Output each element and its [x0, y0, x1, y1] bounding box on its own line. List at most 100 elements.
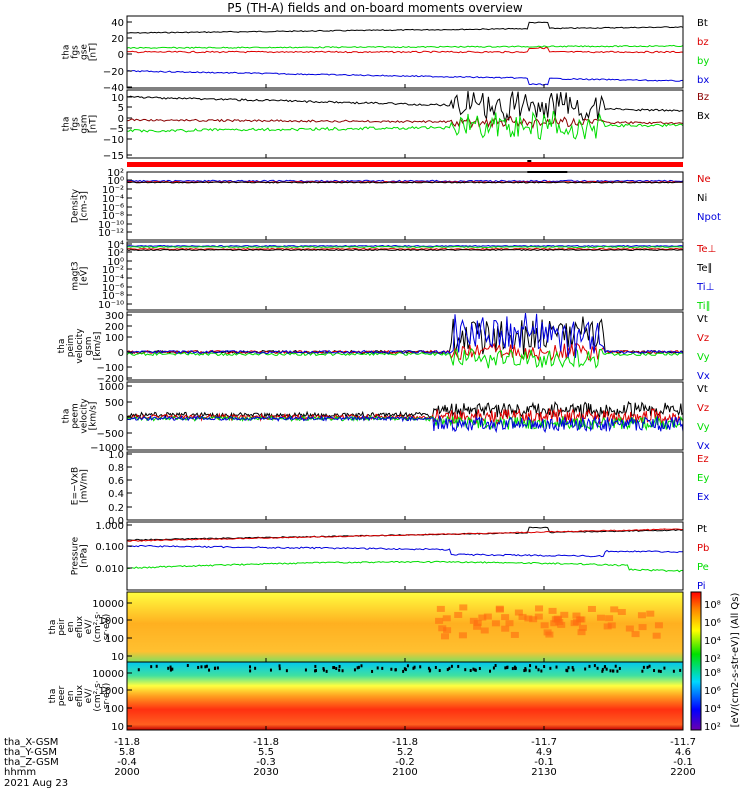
ytick-label-peir: 10000 [92, 599, 124, 610]
spec-noise [249, 669, 252, 673]
ylabel-peim: gsm [84, 336, 94, 355]
trace-e-vx [126, 414, 684, 434]
ytick-label-density: 10⁻⁴ [102, 194, 124, 205]
ytick-label-peir: 100 [105, 634, 124, 645]
ytick-label-fgs_gse: −40 [103, 83, 124, 94]
spec-noise [200, 665, 203, 669]
ion-spec-patch [501, 625, 510, 632]
date-label: 2021 Aug 23 [4, 778, 68, 789]
trace-ti-par [126, 245, 684, 249]
orbit-value: -11.8 [253, 737, 279, 748]
trace-pb [126, 528, 683, 542]
spec-noise [605, 667, 608, 671]
spec-noise [341, 669, 344, 673]
ion-spec-patch [483, 613, 492, 620]
ytick-label-peir: 10 [111, 652, 124, 663]
colorbar-label: [eV/(cm2-s-str-eV)] (All Qs) [730, 592, 741, 727]
legend-density-1: Ni [697, 193, 707, 204]
spec-noise [642, 665, 645, 669]
ylabel-fgs_gse: tha [62, 45, 72, 60]
ion-spec-patch [534, 613, 543, 620]
ytick-label-peim: −100 [97, 363, 124, 374]
ion-spec-patch [514, 609, 523, 616]
spec-noise [434, 665, 437, 669]
ylabel-peem: tha [62, 409, 72, 424]
ylabel-peem: velocity [80, 398, 90, 434]
ytick-label-efield: 0.6 [108, 476, 124, 487]
spec-noise [588, 664, 591, 668]
ytick-label-fgs_gsm: −10 [103, 135, 124, 146]
spec-noise [446, 668, 449, 672]
spec-noise [448, 666, 451, 670]
ytick-label-efield: 0.4 [108, 489, 124, 500]
spec-noise [381, 666, 384, 670]
trace-te-par [126, 248, 684, 252]
spec-noise [197, 665, 200, 669]
ion-spec-patch [458, 632, 467, 639]
ytick-label-density: 10⁻¹² [98, 228, 124, 239]
ylabel-temp: [eV] [80, 267, 90, 286]
spec-noise [419, 665, 422, 669]
spec-noise [659, 669, 662, 673]
spec-noise [506, 666, 509, 670]
ylabel-peir: (cm²·s· [93, 611, 103, 642]
spec-noise [511, 667, 514, 671]
spec-noise [612, 669, 615, 673]
ion-spec-patch [575, 616, 584, 623]
ion-spec-patch [442, 615, 451, 622]
ion-spec-patch [473, 623, 482, 630]
spec-noise [641, 669, 644, 673]
spec-noise [427, 666, 430, 670]
ylabel-peir: eflux [75, 615, 85, 638]
trace-bt [127, 21, 684, 34]
spec-noise [278, 664, 281, 668]
ylabel-pressure: [nPa] [80, 544, 90, 567]
ion-spec-patch [543, 629, 552, 636]
time-tick: 2030 [253, 767, 278, 778]
ion-spec-patch [505, 620, 514, 627]
legend-fgs_gse-1: bz [697, 37, 709, 48]
time-tick: 2200 [670, 767, 695, 778]
ytick-label-density: 10⁻⁶ [102, 203, 124, 214]
trace-vx [126, 312, 684, 358]
ytick-label-fgs_gsm: 0 [118, 114, 124, 125]
legend-fgs_gse-0: Bt [697, 18, 708, 29]
ion-spec-patch [625, 625, 634, 632]
spec-noise [513, 665, 516, 669]
ion-spec-patch [495, 605, 504, 612]
spec-noise [529, 664, 532, 668]
colorbar-tick: 10² [704, 654, 721, 665]
spec-noise [492, 666, 495, 670]
ytick-label-peem: 500 [105, 398, 124, 409]
ion-spec-patch [440, 633, 449, 640]
spec-noise [322, 667, 325, 671]
spec-noise [474, 668, 477, 672]
ytick-label-temp: 10⁻⁸ [102, 291, 124, 302]
ytick-label-peem: 0 [118, 413, 124, 424]
orbit-value: -0.1 [534, 757, 554, 768]
ylabel-density: [cm-3] [80, 191, 90, 221]
ylabel-peer: tha [48, 689, 58, 704]
ion-spec-patch [572, 612, 581, 619]
spec-noise [412, 666, 415, 670]
spec-noise [186, 664, 189, 668]
ion-spec-patch [518, 613, 527, 620]
spec-noise [216, 666, 219, 670]
panel-frame-temp [126, 241, 684, 311]
ylabel-efield: E=−VxB [71, 467, 81, 505]
orbit-value: 5.2 [397, 747, 413, 758]
ytick-label-density: 10⁻⁸ [102, 211, 124, 222]
spec-noise [457, 664, 460, 668]
spec-noise [614, 664, 617, 668]
time-tick: 2100 [392, 767, 417, 778]
ytick-label-fgs_gse: −20 [103, 67, 124, 78]
spec-noise [278, 667, 281, 671]
trace-by [126, 44, 684, 49]
spec-noise [304, 668, 307, 672]
orbit-row-label: tha_X-GSM [4, 737, 58, 748]
colorbar-tick: 10⁴ [704, 636, 721, 647]
ylabel-peem: [km/s] [89, 402, 99, 431]
spec-noise [584, 667, 587, 671]
spec-noise [572, 668, 575, 672]
trace-gsm-green [127, 110, 684, 141]
